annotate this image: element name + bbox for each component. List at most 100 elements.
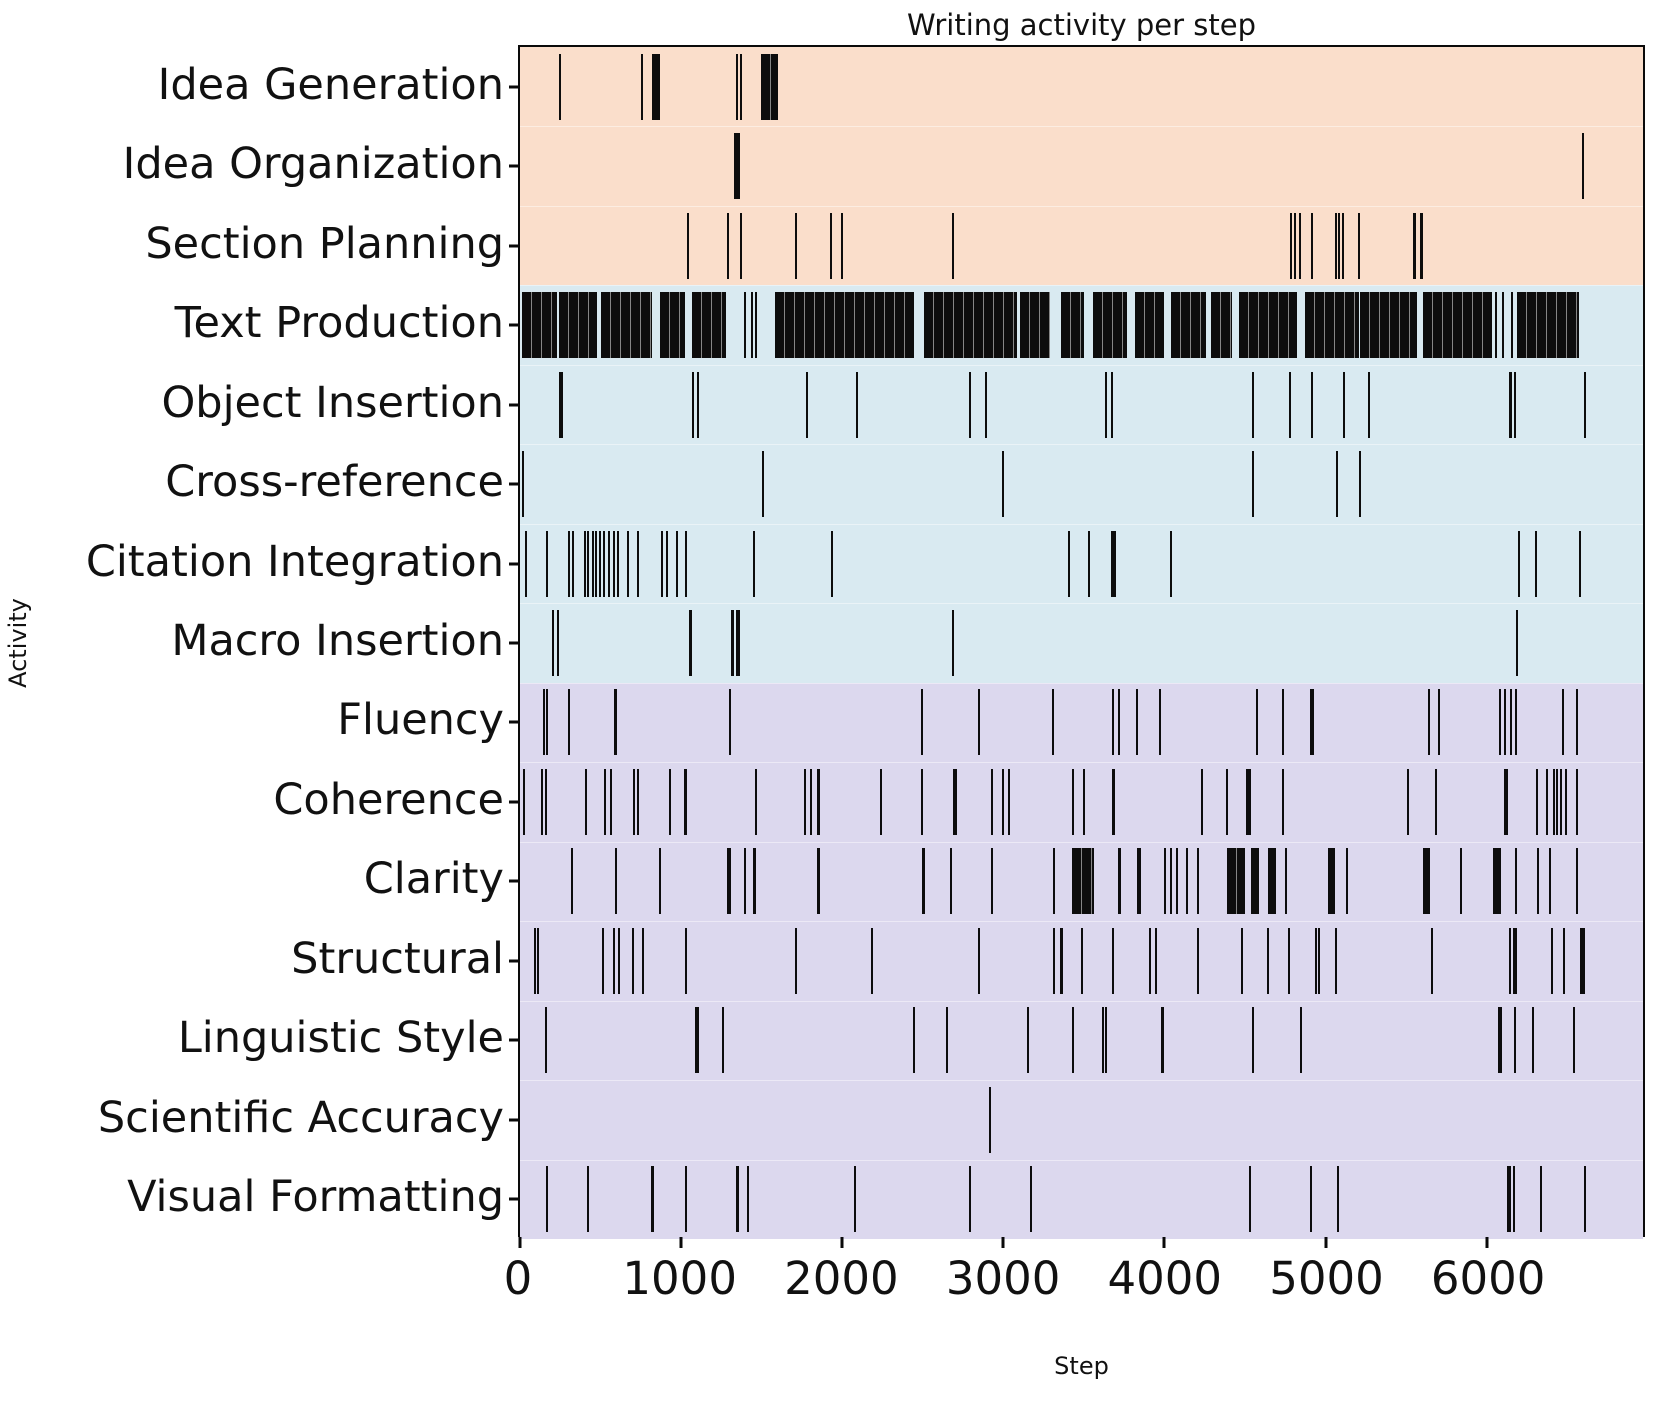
event-mark bbox=[602, 530, 605, 597]
event-mark bbox=[1548, 848, 1551, 915]
event-mark bbox=[729, 848, 732, 915]
x-tick-label: 3000 bbox=[945, 1252, 1061, 1305]
event-mark bbox=[946, 1007, 949, 1074]
event-mark bbox=[608, 530, 611, 597]
event-mark bbox=[1581, 927, 1584, 994]
event-mark bbox=[1501, 292, 1504, 359]
event-mark bbox=[1345, 848, 1348, 915]
x-tick-label: 1000 bbox=[622, 1252, 737, 1305]
y-tick-mark bbox=[509, 879, 518, 883]
event-dense-band bbox=[1238, 292, 1298, 359]
event-mark bbox=[568, 689, 571, 756]
event-mark bbox=[1245, 768, 1248, 835]
event-mark bbox=[726, 848, 729, 915]
event-mark bbox=[696, 1007, 699, 1074]
event-mark bbox=[1407, 768, 1410, 835]
y-axis-category-label: Coherence bbox=[273, 774, 504, 825]
row-separator bbox=[520, 1159, 1643, 1161]
event-mark bbox=[1053, 927, 1056, 994]
row-separator bbox=[520, 682, 1643, 684]
event-dense-band bbox=[1423, 292, 1493, 359]
event-mark bbox=[1342, 212, 1345, 279]
event-mark bbox=[731, 610, 734, 676]
event-mark bbox=[1495, 292, 1498, 359]
y-tick-mark bbox=[509, 323, 518, 327]
event-mark bbox=[954, 768, 957, 835]
event-dense-band bbox=[660, 292, 686, 359]
event-mark bbox=[1248, 1166, 1251, 1233]
event-mark bbox=[636, 530, 639, 597]
event-mark bbox=[1068, 530, 1071, 597]
y-axis-category-label: Clarity bbox=[363, 854, 504, 905]
event-mark bbox=[1252, 1007, 1255, 1074]
event-mark bbox=[810, 768, 813, 835]
event-mark bbox=[1266, 927, 1269, 994]
y-axis-category-label: Cross-reference bbox=[165, 457, 504, 508]
event-mark bbox=[1580, 927, 1583, 994]
event-mark bbox=[1508, 371, 1511, 438]
event-row bbox=[520, 762, 1643, 841]
event-mark bbox=[1576, 768, 1579, 835]
y-tick-mark bbox=[509, 641, 518, 645]
event-mark bbox=[804, 768, 807, 835]
event-mark bbox=[614, 848, 617, 915]
event-mark bbox=[1550, 927, 1553, 994]
event-mark bbox=[1110, 371, 1113, 438]
event-mark bbox=[968, 371, 971, 438]
event-mark bbox=[740, 212, 743, 279]
event-mark bbox=[762, 451, 765, 518]
event-mark bbox=[1169, 848, 1172, 915]
event-dense-band bbox=[692, 292, 727, 359]
event-mark bbox=[1196, 927, 1199, 994]
row-separator bbox=[520, 603, 1643, 605]
event-row bbox=[520, 683, 1643, 762]
event-mark bbox=[559, 53, 562, 120]
event-mark bbox=[1300, 1007, 1303, 1074]
event-mark bbox=[1137, 848, 1140, 915]
event-mark bbox=[1434, 768, 1437, 835]
row-separator bbox=[520, 1080, 1643, 1082]
event-mark bbox=[978, 689, 981, 756]
event-mark bbox=[1104, 1007, 1107, 1074]
event-mark bbox=[1414, 212, 1417, 279]
event-mark bbox=[743, 848, 746, 915]
event-mark bbox=[755, 292, 758, 359]
x-axis-tick-labels: 0 1000 2000 3000 4000 5000 6000 bbox=[504, 1252, 1645, 1312]
event-mark bbox=[1285, 848, 1288, 915]
event-mark bbox=[602, 927, 605, 994]
y-axis-category-label: Linguistic Style bbox=[177, 1013, 504, 1064]
event-mark bbox=[536, 927, 539, 994]
event-mark bbox=[920, 768, 923, 835]
event-mark bbox=[1112, 768, 1115, 835]
event-mark bbox=[652, 53, 655, 120]
event-dense-band bbox=[1170, 292, 1206, 359]
x-tick-label: 2000 bbox=[784, 1252, 899, 1305]
row-separator bbox=[520, 762, 1643, 764]
event-mark bbox=[1252, 451, 1255, 518]
event-mark bbox=[587, 530, 590, 597]
event-dense-band bbox=[1226, 848, 1246, 915]
event-dense-band bbox=[923, 292, 1018, 359]
event-mark bbox=[1315, 927, 1318, 994]
event-mark bbox=[735, 133, 738, 200]
event-mark bbox=[989, 1086, 992, 1153]
y-tick-mark bbox=[509, 85, 518, 89]
event-mark bbox=[692, 371, 695, 438]
event-mark bbox=[1071, 1007, 1074, 1074]
y-tick-mark bbox=[509, 800, 518, 804]
event-mark bbox=[1460, 848, 1463, 915]
event-mark bbox=[1506, 768, 1509, 835]
event-mark bbox=[1516, 610, 1519, 676]
x-tick-label: 6000 bbox=[1430, 1252, 1546, 1305]
group-band-planning bbox=[520, 47, 1643, 286]
y-axis-category-label: Visual Formatting bbox=[127, 1172, 504, 1223]
event-mark bbox=[818, 848, 821, 915]
event-mark bbox=[732, 610, 735, 676]
row-separator bbox=[520, 444, 1643, 446]
event-mark bbox=[1248, 768, 1251, 835]
event-mark bbox=[1118, 689, 1121, 756]
y-axis-category-label: Text Production bbox=[174, 298, 504, 349]
event-dense-band bbox=[1422, 848, 1430, 915]
event-mark bbox=[685, 768, 688, 835]
